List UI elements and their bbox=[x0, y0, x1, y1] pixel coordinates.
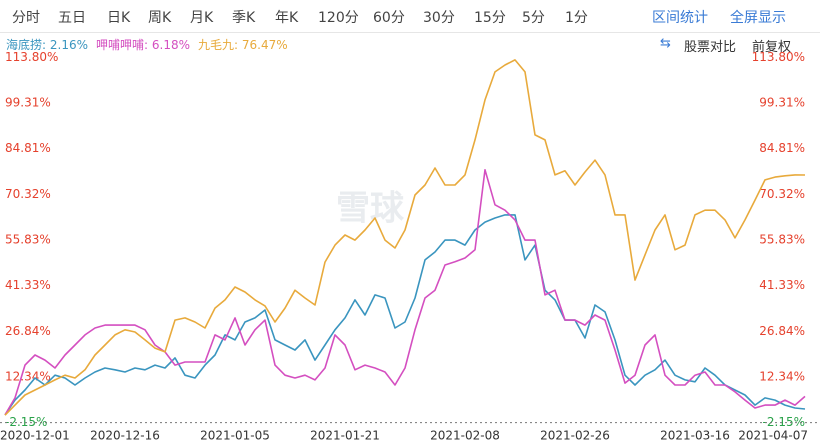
swap-icon[interactable]: ⇆ bbox=[660, 36, 671, 51]
watermark: 雪球 bbox=[336, 189, 405, 229]
period-tabs: 分时 五日 日K 周K 月K 季K 年K 120分 60分 30分 15分 5分 1分 区间统计 全屏显示 bbox=[0, 0, 820, 33]
legend: ⇆ 股票对比 前复权 海底捞2.16% 呷哺呷哺6.18% 九毛九76.47% bbox=[0, 36, 820, 56]
legend-entry: 呷哺呷哺6.18% bbox=[96, 36, 190, 53]
x-tick-label: 2021-02-26 bbox=[540, 429, 610, 443]
legend-entry: 九毛九76.47% bbox=[198, 36, 288, 53]
period-tab[interactable]: 五日 bbox=[58, 10, 86, 26]
period-tab[interactable]: 周K bbox=[148, 10, 172, 26]
y-tick-label-right: 113.80% bbox=[752, 50, 805, 64]
x-tick-label: 2021-02-08 bbox=[430, 429, 500, 443]
x-tick-label: 2020-12-16 bbox=[90, 429, 160, 443]
period-tab[interactable]: 年K bbox=[275, 10, 299, 26]
period-tab[interactable]: 分时 bbox=[12, 10, 40, 26]
y-tick-label-left: 12.34% bbox=[5, 369, 51, 383]
series-line bbox=[4, 169, 806, 416]
legend-entry: 海底捞2.16% bbox=[6, 36, 88, 53]
y-tick-label-left: 99.31% bbox=[5, 96, 51, 110]
y-tick-label-left: 84.81% bbox=[5, 141, 51, 155]
legend-name: 海底捞 bbox=[6, 38, 50, 52]
y-tick-label-left: 113.80% bbox=[5, 50, 58, 64]
period-tab[interactable]: 15分 bbox=[474, 10, 506, 26]
y-tick-label-right: 26.84% bbox=[759, 324, 805, 338]
y-tick-label-right: 84.81% bbox=[759, 141, 805, 155]
period-tab[interactable]: 120分 bbox=[318, 10, 359, 26]
y-tick-label-right: -2.15% bbox=[763, 415, 805, 429]
legend-name: 呷哺呷哺 bbox=[96, 38, 152, 52]
period-tab[interactable]: 30分 bbox=[423, 10, 455, 26]
adjust-button[interactable]: 前复权 bbox=[752, 40, 792, 55]
y-tick-label-left: 55.83% bbox=[5, 232, 51, 246]
legend-value: 6.18% bbox=[151, 38, 190, 52]
compare-button[interactable]: 股票对比 bbox=[684, 40, 737, 55]
period-tab[interactable]: 日K bbox=[107, 10, 131, 26]
period-tab[interactable]: 1分 bbox=[565, 10, 588, 26]
y-tick-label-left: 26.84% bbox=[5, 324, 51, 338]
x-tick-label: 2021-04-07 bbox=[738, 429, 808, 443]
period-tab[interactable]: 月K bbox=[190, 10, 214, 26]
y-tick-label-right: 99.31% bbox=[759, 96, 805, 110]
y-tick-label-left: 41.33% bbox=[5, 278, 51, 292]
series-line bbox=[4, 59, 806, 416]
period-tab[interactable]: 60分 bbox=[373, 10, 405, 26]
legend-name: 九毛九 bbox=[198, 38, 242, 52]
series-line bbox=[4, 214, 806, 416]
y-tick-label-right: 55.83% bbox=[759, 232, 805, 246]
x-tick-label: 2021-01-21 bbox=[310, 429, 380, 443]
y-tick-label-right: 41.33% bbox=[759, 278, 805, 292]
x-tick-label: 2021-03-16 bbox=[660, 429, 730, 443]
x-tick-label: 2020-12-01 bbox=[0, 429, 70, 443]
tool-button[interactable]: 区间统计 bbox=[652, 10, 708, 26]
x-tick-label: 2021-01-05 bbox=[200, 429, 270, 443]
period-tab[interactable]: 季K bbox=[232, 10, 256, 26]
period-tab[interactable]: 5分 bbox=[522, 10, 545, 26]
y-tick-label-right: 70.32% bbox=[759, 187, 805, 201]
tool-button[interactable]: 全屏显示 bbox=[730, 10, 786, 26]
legend-value: 76.47% bbox=[241, 38, 288, 52]
legend-value: 2.16% bbox=[49, 38, 88, 52]
y-tick-label-right: 12.34% bbox=[759, 369, 805, 383]
y-tick-label-left: 70.32% bbox=[5, 187, 51, 201]
